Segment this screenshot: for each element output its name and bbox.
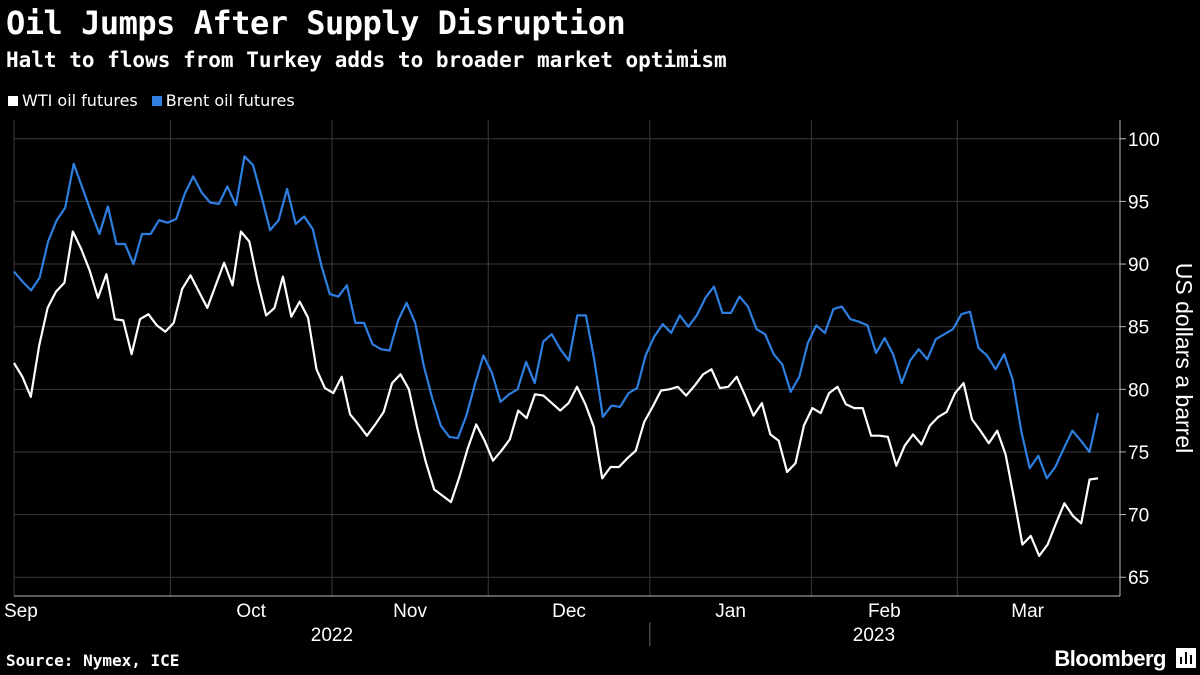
y-tick-label: 90 <box>1128 255 1149 276</box>
series-line-wti <box>13 230 1099 558</box>
x-tick-label: Jan <box>715 601 746 622</box>
legend-item-wti: WTI oil futures <box>8 91 138 110</box>
y-tick-label: 80 <box>1128 380 1149 401</box>
x-tick-label: Oct <box>236 601 266 622</box>
y-tick-label: 85 <box>1128 318 1149 339</box>
y-axis-title: US dollars a barrel <box>1171 263 1197 453</box>
bloomberg-logo: Bloomberg <box>1054 646 1166 671</box>
year-label-2022: 2022 <box>311 625 353 646</box>
x-tick-label: Sep <box>4 601 38 622</box>
y-tick-label: 100 <box>1128 130 1160 151</box>
legend-label-wti: WTI oil futures <box>22 91 138 110</box>
legend: WTI oil futures Brent oil futures <box>8 91 309 110</box>
bloomberg-chart-glyph <box>1180 652 1192 664</box>
legend-swatch-brent <box>151 95 162 106</box>
year-label-2023: 2023 <box>853 625 895 646</box>
x-tick-label: Dec <box>552 601 586 622</box>
x-tick-label: Feb <box>868 601 901 622</box>
y-tick-label: 65 <box>1128 568 1149 589</box>
source-note: Source: Nymex, ICE <box>6 651 180 670</box>
legend-label-brent: Brent oil futures <box>165 91 295 110</box>
x-tick-label: Mar <box>1011 601 1044 622</box>
bloomberg-chart-icon <box>1176 648 1196 668</box>
legend-swatch-wti <box>8 95 18 106</box>
legend-item-brent: Brent oil futures <box>151 91 295 110</box>
y-tick-label: 95 <box>1128 192 1149 213</box>
y-tick-label: 75 <box>1128 443 1149 464</box>
series-line-brent <box>13 155 1100 480</box>
x-tick-label: Nov <box>393 601 427 622</box>
y-tick-label: 70 <box>1128 506 1149 527</box>
chart-title: Oil Jumps After Supply Disruption <box>6 4 626 42</box>
chart-subtitle: Halt to flows from Turkey adds to broade… <box>6 48 727 72</box>
